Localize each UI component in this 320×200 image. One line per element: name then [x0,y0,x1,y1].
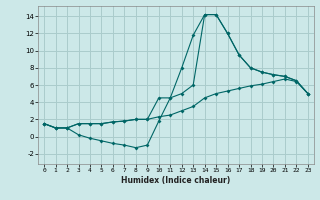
X-axis label: Humidex (Indice chaleur): Humidex (Indice chaleur) [121,176,231,185]
